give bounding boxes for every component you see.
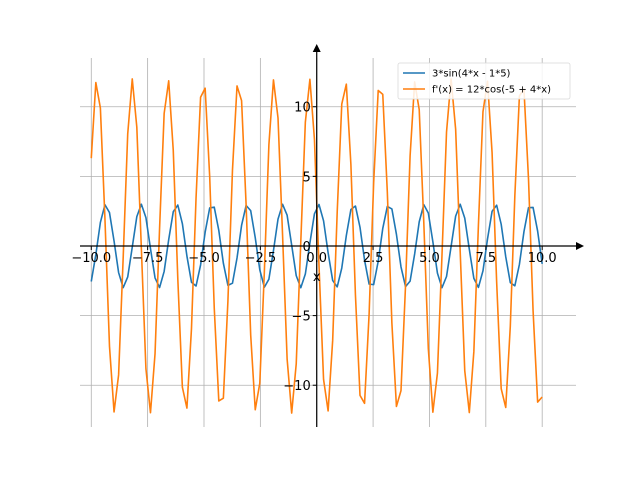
axes bbox=[80, 44, 584, 427]
y-tick-label-3: 5 bbox=[302, 170, 310, 185]
y-tick-label-4: 10 bbox=[294, 101, 311, 116]
x-tick-label-6: 5.0 bbox=[419, 251, 440, 266]
y-tick-label-1: −5 bbox=[292, 310, 311, 325]
x-axis-arrow bbox=[576, 241, 584, 250]
x-axis-label: x bbox=[313, 270, 321, 285]
x-tick-label-1: −7.5 bbox=[132, 251, 164, 266]
y-tick-label-2: 0 bbox=[302, 240, 310, 255]
legend-label-1: f'(x) = 12*cos(-5 + 4*x) bbox=[432, 85, 551, 96]
legend-box bbox=[397, 62, 571, 100]
x-tick-label-8: 10.0 bbox=[528, 251, 557, 266]
x-tick-label-7: 7.5 bbox=[475, 251, 496, 266]
x-tick-label-4: 0.0 bbox=[306, 251, 327, 266]
x-tick-label-0: −10.0 bbox=[71, 251, 111, 266]
x-tick-label-2: −5.0 bbox=[188, 251, 220, 266]
y-axis-arrow bbox=[312, 44, 321, 52]
x-tick-label-3: −2.5 bbox=[245, 251, 277, 266]
y-tick-label-0: −10 bbox=[283, 379, 310, 394]
legend-label-0: 3*sin(4*x - 1*5) bbox=[432, 69, 511, 80]
ticks: −10.0 −7.5 −5.0 −2.5 0.0 2.5 5.0 7.5 10.0 −10 −5 0 5… bbox=[71, 101, 556, 394]
x-tick-label-5: 2.5 bbox=[363, 251, 384, 266]
legend: 3*sin(4*x - 1*5) f'(x) = 12*cos(-5 + 4*x) bbox=[397, 62, 571, 100]
